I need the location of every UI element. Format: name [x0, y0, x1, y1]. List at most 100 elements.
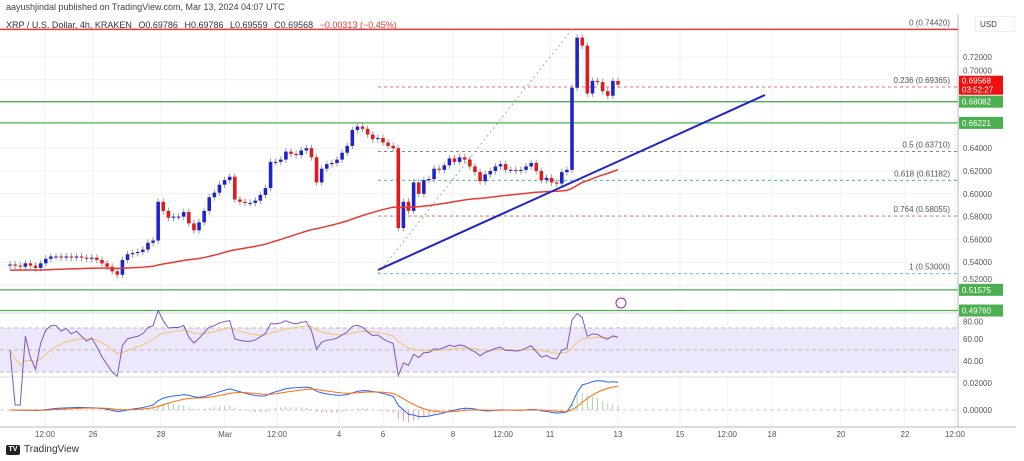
publish-info: aayushjindal published on TradingView.co… [6, 2, 285, 12]
candle [125, 254, 130, 260]
fib-level-label: 0.618 (0.61182) [894, 169, 950, 178]
candle [330, 163, 334, 165]
candle [289, 151, 293, 154]
candle [49, 256, 53, 259]
current-price-tag [959, 75, 1003, 95]
time-tick: 18 [768, 430, 777, 439]
candle [74, 256, 79, 258]
candle [151, 240, 155, 243]
candle [8, 264, 12, 266]
rsi-ma-line [9, 325, 619, 366]
time-tick: 22 [901, 430, 910, 439]
time-tick: 26 [89, 430, 98, 439]
candle [299, 150, 304, 156]
candle [544, 177, 549, 181]
time-tick: 8 [451, 430, 456, 439]
candle [141, 249, 145, 252]
price-tick: 0.54000 [963, 258, 992, 267]
candle [360, 126, 365, 129]
candle [381, 137, 385, 143]
close-value: C0.69568 [274, 20, 314, 30]
candle [452, 158, 457, 162]
candle [13, 264, 17, 266]
candle [161, 201, 166, 211]
price-tick: 0.58000 [963, 213, 992, 222]
fib-level-label: 0 (0.74420) [909, 18, 950, 27]
candle [105, 263, 109, 267]
candle [386, 142, 390, 146]
fib-level-label: 0.764 (0.58055) [894, 205, 951, 214]
brand-name: TradingView [24, 444, 80, 455]
symbol-title: XRP / U.S. Dollar, 4h, KRAKEN [6, 20, 132, 30]
fib-trend-line [377, 29, 573, 274]
candle [442, 165, 447, 170]
level-tag [959, 283, 1003, 296]
candle [284, 151, 288, 160]
candle [309, 148, 314, 158]
time-tick: 12:00 [717, 430, 738, 439]
candle [376, 137, 380, 140]
candle [268, 161, 273, 189]
bullish-trend-line [377, 94, 766, 271]
price-tick: 0.70000 [963, 67, 992, 76]
candle [335, 159, 339, 164]
level-tag-label: 0.49760 [962, 307, 991, 316]
candle [227, 176, 232, 181]
rsi-tick: 60.00 [963, 335, 984, 344]
time-tick: 28 [157, 430, 166, 439]
macd-signal-line [9, 385, 619, 413]
candle [473, 166, 477, 173]
level-tag [959, 304, 1003, 317]
candle [478, 172, 482, 182]
candle [171, 216, 176, 218]
low-value: L0.69559 [230, 20, 268, 30]
candle [488, 171, 493, 175]
level-tag-label: 0.66221 [962, 119, 991, 128]
candle [314, 157, 319, 183]
candle [258, 194, 263, 201]
candle [365, 128, 370, 135]
current-price: 0.69568 [962, 77, 991, 86]
candle [401, 201, 406, 228]
candle [166, 210, 171, 218]
time-tick: 12:00 [35, 430, 56, 439]
level-tag-label: 0.68082 [962, 98, 991, 107]
time-tick: 12:00 [945, 430, 966, 439]
candle [146, 242, 150, 250]
candle [570, 87, 574, 170]
candle [600, 82, 605, 92]
time-tick: 13 [614, 430, 623, 439]
candle [222, 180, 227, 185]
fib-level-label: 0.236 (0.69365) [894, 76, 951, 85]
tradingview-logo[interactable]: TV TradingView [6, 444, 79, 455]
candle [100, 259, 104, 264]
candle [89, 257, 94, 259]
candle [411, 182, 416, 211]
candle [565, 169, 569, 173]
fib-level-label: 0.5 (0.63710) [902, 141, 950, 150]
candle [207, 197, 212, 211]
tv-logo-icon: TV [6, 444, 20, 455]
price-tick: 0.60000 [963, 190, 992, 199]
candle [33, 265, 38, 268]
candle [340, 152, 344, 160]
candle [508, 169, 513, 171]
candle [84, 257, 89, 259]
price-tick: 0.72000 [963, 53, 992, 62]
candle [447, 158, 452, 166]
macd-line [9, 380, 619, 418]
time-tick: 11 [546, 430, 555, 439]
candle [54, 256, 58, 258]
currency-label[interactable]: USD [975, 16, 1015, 32]
candle [514, 169, 518, 171]
time-tick: 6 [381, 430, 386, 439]
candle [519, 169, 523, 171]
candle [273, 161, 278, 163]
candle [263, 188, 268, 195]
candle [64, 256, 68, 258]
time-tick: 15 [676, 430, 685, 439]
level-tag [959, 116, 1003, 129]
candle [560, 172, 564, 184]
